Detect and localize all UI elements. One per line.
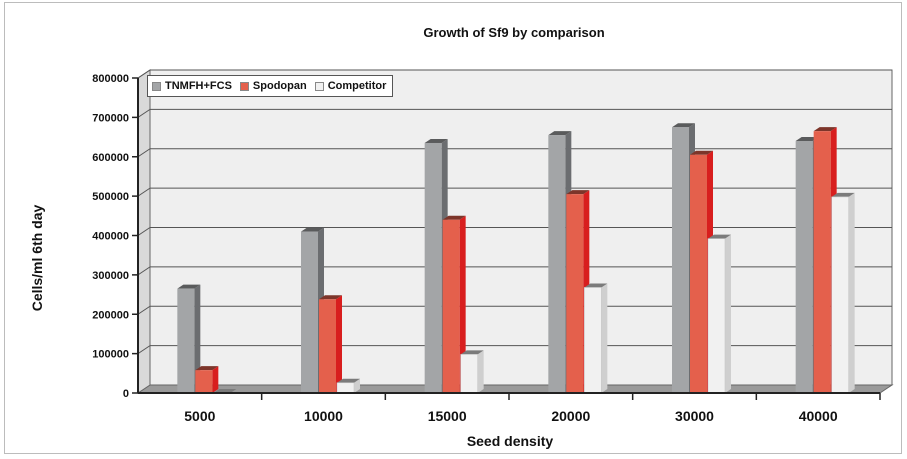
- bar-top: [672, 123, 695, 128]
- bar-competitor: [336, 382, 355, 394]
- y-gridline-side: [137, 108, 151, 118]
- y-gridline-side: [137, 187, 151, 197]
- legend-label: Spodopan: [252, 80, 307, 92]
- bar-tnmfh-fcs: [795, 141, 813, 393]
- bar-top: [690, 150, 713, 155]
- bar-top: [795, 137, 819, 141]
- x-tick-label: 15000: [428, 408, 467, 424]
- bar-tnmfh-fcs: [301, 231, 318, 393]
- x-tick-label: 30000: [675, 408, 714, 424]
- bar-competitor: [831, 196, 849, 394]
- y-tick-label: 200000: [92, 309, 129, 321]
- y-tick-label: 100000: [92, 349, 129, 361]
- bar-spodopan: [813, 131, 831, 393]
- bar-tnmfh-fcs: [548, 135, 566, 393]
- bar-spodopan: [690, 154, 707, 393]
- bar-top: [548, 131, 572, 136]
- bar-top: [301, 227, 324, 232]
- bar-top: [460, 350, 484, 355]
- y-gridline-side: [137, 345, 151, 355]
- chart-legend: TNMFH+FCS Spodopan Competitor: [147, 75, 394, 97]
- legend-item: Spodopan: [239, 80, 307, 92]
- bar-spodopan: [566, 194, 584, 393]
- bar-side: [336, 295, 342, 393]
- legend-label: Competitor: [327, 80, 387, 92]
- bar-top: [831, 192, 855, 197]
- y-tick-label: 0: [123, 388, 129, 400]
- y-gridline-side: [137, 305, 151, 315]
- bar-side: [212, 366, 219, 393]
- bar-top: [319, 295, 342, 300]
- y-gridline-side: [137, 148, 151, 158]
- y-tick-label: 700000: [92, 112, 129, 124]
- x-tick-label: 20000: [551, 408, 590, 424]
- bar-side: [848, 192, 855, 393]
- y-gridline-side: [137, 69, 151, 79]
- plot-floor: [136, 384, 894, 394]
- bar-tnmfh-fcs: [424, 142, 442, 393]
- bar-top: [177, 284, 201, 289]
- legend-swatch: [239, 81, 249, 91]
- legend-swatch: [314, 81, 324, 91]
- bar-spodopan: [319, 299, 336, 393]
- legend-label: TNMFH+FCS: [165, 80, 232, 92]
- y-gridline-side: [137, 227, 151, 236]
- x-tick-label: 40000: [799, 408, 838, 424]
- bar-side: [725, 234, 731, 393]
- bar-top: [195, 366, 219, 371]
- bar-side: [477, 350, 484, 393]
- bar-side: [601, 283, 608, 393]
- y-tick-label: 300000: [92, 270, 129, 282]
- bar-competitor: [707, 238, 726, 394]
- bar-competitor: [584, 287, 602, 394]
- bar-side: [459, 215, 466, 393]
- bar-top: [566, 190, 590, 195]
- y-tick-label: 600000: [92, 152, 129, 164]
- bar-top: [424, 138, 448, 143]
- bar-top: [584, 283, 608, 288]
- bar-side: [194, 284, 201, 393]
- y-tick-label: 400000: [92, 231, 129, 243]
- bar-top: [337, 378, 360, 383]
- bar-side: [354, 378, 360, 393]
- bar-tnmfh-fcs: [672, 127, 689, 393]
- bar-tnmfh-fcs: [177, 288, 195, 393]
- bar-spodopan: [195, 370, 213, 393]
- y-tick-label: 500000: [92, 191, 129, 203]
- x-tick-label: 10000: [304, 408, 343, 424]
- bar-spodopan: [442, 219, 460, 393]
- y-tick-label: 800000: [92, 73, 129, 85]
- bar-competitor: [460, 354, 478, 394]
- legend-item: TNMFH+FCS: [152, 80, 232, 92]
- bar-top: [813, 127, 837, 132]
- y-axis-title: Cells/ml 6th day: [29, 204, 45, 311]
- legend-swatch: [152, 81, 161, 91]
- chart-title: Growth of Sf9 by comparison: [423, 25, 604, 40]
- y-gridline-side: [137, 266, 151, 276]
- x-tick-label: 5000: [184, 408, 215, 424]
- bar-top: [708, 234, 731, 239]
- x-axis-title: Seed density: [467, 433, 554, 449]
- legend-item: Competitor: [314, 80, 387, 92]
- bar-top: [442, 215, 466, 220]
